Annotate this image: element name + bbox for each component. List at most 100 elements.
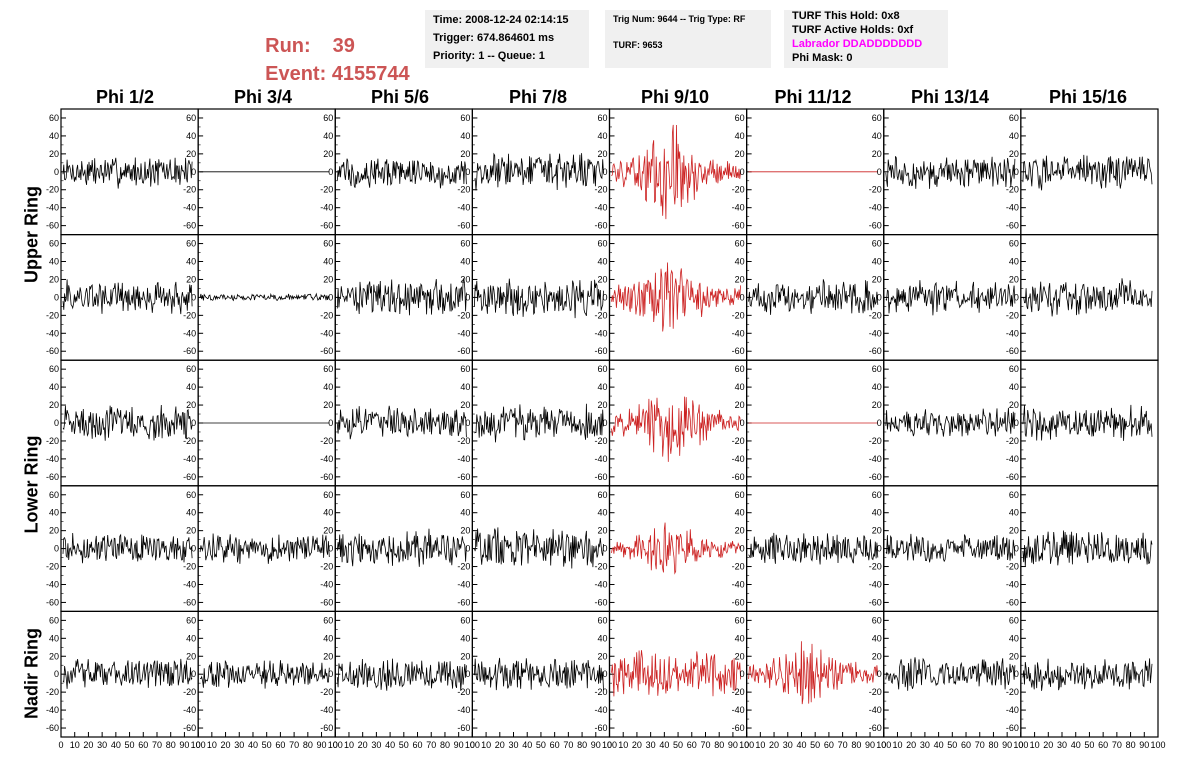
- y-tick-label: 20: [1009, 149, 1019, 159]
- y-tick-label: 40: [323, 131, 333, 141]
- y-tick-label: -20: [183, 436, 196, 446]
- trigger-text: Trigger: 674.864601 ms: [433, 32, 555, 44]
- y-tick-label: 40: [872, 257, 882, 267]
- priority-text: Priority: 1 -- Queue: 1: [433, 50, 545, 62]
- x-tick-label: 90: [454, 740, 464, 750]
- y-tick-label: -40: [457, 454, 470, 464]
- x-tick-label: 50: [125, 740, 135, 750]
- y-tick-label: -40: [46, 328, 59, 338]
- y-tick-label: -60: [732, 221, 745, 231]
- x-tick-label: 20: [769, 740, 779, 750]
- y-tick-label: 60: [597, 490, 607, 500]
- y-tick-label: 0: [602, 418, 607, 428]
- x-tick-label: 0: [58, 740, 63, 750]
- y-tick-label: 20: [186, 651, 196, 661]
- column-label-phi-7-8: Phi 7/8: [508, 87, 568, 107]
- y-tick-label: -60: [732, 723, 745, 733]
- y-tick-label: 0: [465, 292, 470, 302]
- y-tick-label: -20: [594, 562, 607, 572]
- x-tick-label: 80: [714, 740, 724, 750]
- y-tick-label: -60: [732, 346, 745, 356]
- y-tick-label: 20: [323, 651, 333, 661]
- y-tick-label: -40: [183, 328, 196, 338]
- y-tick-label: 40: [49, 131, 59, 141]
- y-tick-label: 60: [49, 113, 59, 123]
- turf-active-text: TURF Active Holds: 0xf: [792, 24, 914, 36]
- waveform-trace: [199, 292, 330, 302]
- y-tick-label: -20: [457, 185, 470, 195]
- y-tick-label: 40: [323, 257, 333, 267]
- panel-frame: [471, 485, 611, 612]
- x-tick-label: 70: [838, 740, 848, 750]
- x-tick-label: 100: [191, 740, 206, 750]
- y-tick-label: -20: [457, 436, 470, 446]
- y-tick-label: 40: [460, 508, 470, 518]
- x-tick-label: 30: [234, 740, 244, 750]
- y-tick-label: -40: [1006, 705, 1019, 715]
- y-tick-label: 40: [872, 131, 882, 141]
- column-label-phi-9-10: Phi 9/10: [640, 87, 710, 107]
- y-tick-label: -40: [46, 705, 59, 715]
- waveform-trace: [336, 278, 467, 316]
- y-tick-label: -20: [869, 310, 882, 320]
- panel-frame: [334, 610, 473, 738]
- y-tick-label: 20: [323, 526, 333, 536]
- y-tick-label: 40: [186, 633, 196, 643]
- y-tick-label: -40: [732, 454, 745, 464]
- x-tick-label: 90: [1002, 740, 1012, 750]
- y-tick-label: -40: [732, 579, 745, 589]
- waveform-trace: [336, 528, 467, 567]
- x-tick-label: 90: [1139, 740, 1149, 750]
- y-tick-label: -60: [457, 346, 470, 356]
- y-tick-label: -20: [46, 562, 59, 572]
- y-tick-label: 0: [465, 544, 470, 554]
- y-tick-label: -60: [594, 472, 607, 482]
- y-tick-label: 20: [186, 149, 196, 159]
- y-tick-label: 0: [602, 167, 607, 177]
- y-tick-label: -60: [183, 472, 196, 482]
- panel-frame: [334, 234, 473, 361]
- column-label-phi-13-14: Phi 13/14: [910, 87, 990, 107]
- y-tick-label: -60: [46, 472, 59, 482]
- y-tick-label: 60: [49, 490, 59, 500]
- x-tick-label: 100: [465, 740, 480, 750]
- y-tick-label: -60: [320, 346, 333, 356]
- x-tick-label: 20: [632, 740, 642, 750]
- y-tick-label: 60: [872, 615, 882, 625]
- y-tick-label: 20: [460, 651, 470, 661]
- event-value: 4155744: [331, 63, 410, 85]
- y-tick-label: -40: [320, 705, 333, 715]
- x-tick-label: 70: [1112, 740, 1122, 750]
- y-tick-label: -20: [457, 310, 470, 320]
- panel-frame: [471, 610, 611, 738]
- y-tick-label: 60: [597, 615, 607, 625]
- x-tick-label: 0: [196, 740, 201, 750]
- column-label-phi-5-6: Phi 5/6: [370, 87, 430, 107]
- x-tick-label: 20: [906, 740, 916, 750]
- y-tick-label: -60: [1006, 346, 1019, 356]
- x-tick-label: 90: [317, 740, 327, 750]
- waveform-trace: [336, 658, 467, 691]
- y-tick-label: 0: [465, 167, 470, 177]
- waveform-trace: [748, 641, 879, 705]
- y-tick-label: -60: [594, 346, 607, 356]
- y-tick-label: -20: [46, 185, 59, 195]
- y-tick-label: 20: [186, 400, 196, 410]
- y-tick-label: 0: [465, 669, 470, 679]
- y-tick-label: 0: [191, 418, 196, 428]
- y-tick-label: 0: [877, 418, 882, 428]
- y-tick-label: -40: [457, 579, 470, 589]
- y-tick-label: 0: [877, 544, 882, 554]
- y-tick-label: 60: [872, 113, 882, 123]
- y-tick-label: 20: [597, 651, 607, 661]
- x-tick-label: 70: [289, 740, 299, 750]
- y-tick-label: -20: [732, 436, 745, 446]
- y-tick-label: -20: [732, 562, 745, 572]
- y-tick-label: 40: [49, 633, 59, 643]
- y-tick-label: 20: [735, 400, 745, 410]
- x-tick-label: 70: [426, 740, 436, 750]
- y-tick-label: 40: [1009, 131, 1019, 141]
- y-tick-label: 0: [877, 669, 882, 679]
- x-tick-label: 40: [385, 740, 395, 750]
